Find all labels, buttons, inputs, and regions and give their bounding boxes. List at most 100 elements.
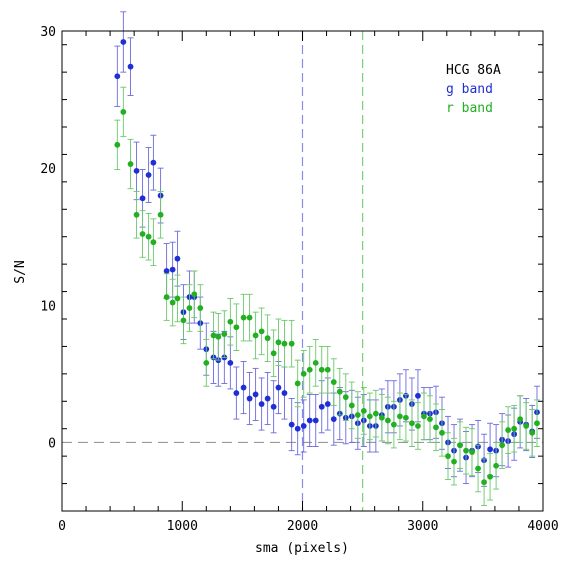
legend-entry-r-band: r band — [446, 101, 493, 116]
data-point-r-band — [264, 335, 271, 342]
data-point-r-band — [366, 413, 373, 420]
data-point-g-band — [288, 421, 295, 428]
data-point-r-band — [275, 339, 282, 346]
data-point-g-band — [114, 73, 121, 80]
data-point-g-band — [258, 401, 265, 407]
data-point-g-band — [169, 266, 176, 273]
y-tick-label: 0 — [48, 436, 56, 451]
data-point-r-band — [258, 328, 265, 335]
x-tick-label: 3000 — [407, 519, 438, 534]
legend: HCG 86A g band r band — [446, 63, 501, 116]
data-point-g-band — [275, 384, 282, 391]
data-point-g-band — [281, 390, 288, 396]
data-point-g-band — [120, 39, 127, 45]
data-point-r-band — [493, 462, 500, 469]
data-point-r-band — [133, 211, 140, 218]
data-point-r-band — [433, 424, 439, 431]
data-point-g-band — [300, 423, 307, 429]
data-point-r-band — [517, 416, 524, 423]
data-point-g-band — [415, 392, 421, 399]
data-point-g-band — [330, 416, 337, 423]
data-point-r-band — [281, 340, 288, 347]
x-tick-label: 1000 — [167, 519, 198, 534]
data-point-g-band — [270, 403, 277, 410]
data-point-r-band — [288, 340, 295, 347]
data-point-g-band — [294, 425, 301, 432]
x-axis-label: sma (pixels) — [255, 541, 349, 556]
data-point-r-band — [463, 447, 469, 454]
data-point-g-band — [133, 167, 140, 174]
data-point-r-band — [421, 413, 427, 420]
data-point-r-band — [197, 305, 204, 311]
data-point-r-band — [186, 305, 193, 311]
data-point-r-band — [203, 359, 210, 366]
x-tick-label: 2000 — [287, 519, 318, 534]
data-point-r-band — [246, 314, 253, 321]
data-point-r-band — [481, 479, 487, 486]
axis-ticks — [61, 31, 544, 512]
y-tick-label: 30 — [40, 25, 56, 40]
data-point-r-band — [342, 394, 349, 401]
data-point-r-band — [511, 425, 518, 432]
data-point-r-band — [360, 407, 367, 414]
reference-lines — [62, 31, 543, 511]
data-point-r-band — [180, 317, 187, 324]
data-point-g-band — [306, 417, 313, 424]
data-point-g-band — [312, 417, 319, 424]
data-point-r-band — [439, 429, 445, 436]
x-tick-label: 4000 — [527, 519, 558, 534]
series-layer — [114, 11, 540, 506]
data-point-g-band — [145, 172, 152, 178]
data-point-r-band — [409, 420, 415, 427]
data-point-r-band — [300, 370, 307, 377]
data-point-g-band — [174, 255, 181, 262]
data-point-r-band — [312, 359, 319, 366]
data-point-r-band — [487, 473, 493, 480]
data-point-r-band — [457, 442, 463, 449]
data-point-r-band — [191, 291, 198, 298]
data-point-g-band — [252, 391, 259, 398]
data-point-r-band — [324, 366, 331, 373]
data-point-r-band — [330, 379, 337, 385]
data-point-g-band — [150, 159, 157, 166]
data-point-r-band — [348, 402, 355, 409]
data-point-g-band — [139, 195, 146, 202]
data-point-r-band — [240, 314, 247, 321]
y-tick-label: 20 — [40, 162, 56, 177]
data-point-r-band — [427, 416, 433, 423]
data-point-r-band — [354, 412, 361, 418]
data-point-r-band — [169, 299, 176, 306]
data-point-r-band — [336, 388, 343, 395]
data-point-g-band — [318, 403, 325, 410]
data-point-r-band — [210, 332, 217, 339]
data-point-r-band — [306, 366, 313, 373]
legend-title: HCG 86A — [446, 63, 501, 78]
data-point-r-band — [384, 417, 391, 424]
data-point-r-band — [227, 318, 234, 325]
y-tick-label: 10 — [40, 299, 56, 314]
data-point-r-band — [215, 333, 222, 340]
data-point-r-band — [372, 410, 379, 417]
data-point-r-band — [475, 465, 481, 472]
tick-labels: 0 1000 2000 3000 4000 0 10 20 30 — [40, 25, 558, 534]
data-point-r-band — [390, 421, 397, 428]
data-point-r-band — [157, 211, 164, 218]
data-point-r-band — [403, 414, 409, 421]
data-point-r-band — [150, 239, 157, 246]
data-point-r-band — [294, 380, 301, 387]
data-point-r-band — [529, 429, 536, 436]
legend-entry-g-band: g band — [446, 82, 493, 97]
data-point-r-band — [114, 141, 121, 148]
data-point-r-band — [270, 350, 277, 357]
data-point-r-band — [397, 413, 403, 420]
data-point-r-band — [499, 442, 506, 449]
data-point-g-band — [487, 446, 493, 453]
data-point-r-band — [534, 420, 540, 427]
data-point-r-band — [252, 332, 259, 339]
data-point-g-band — [324, 401, 331, 407]
data-point-r-band — [505, 427, 512, 433]
data-point-r-band — [523, 423, 530, 429]
data-point-g-band — [240, 384, 247, 391]
